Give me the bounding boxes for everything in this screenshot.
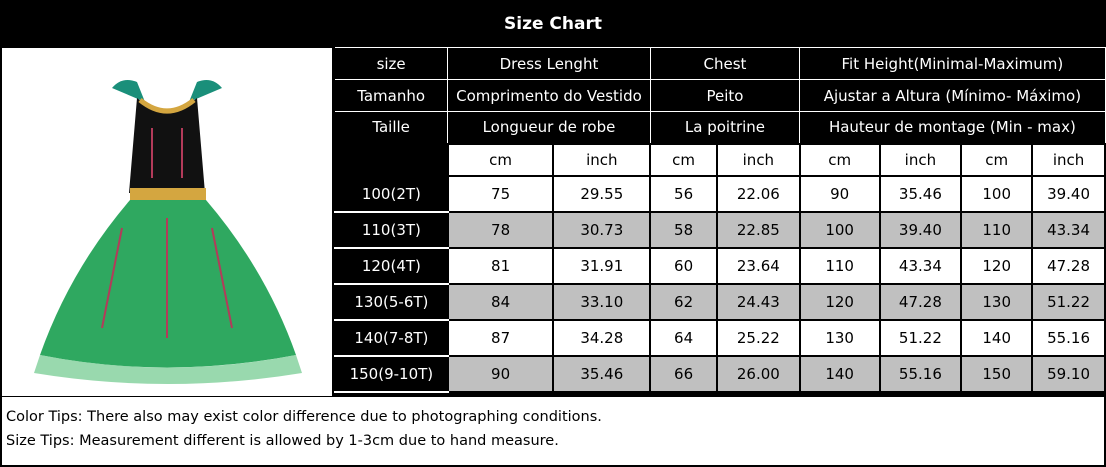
value-cell: 26.00 <box>715 354 801 393</box>
table-row: 110(3T) 78 30.73 58 22.85 100 39.40 110 43.34 <box>334 210 1106 249</box>
table-row: 140(7-8T) 87 34.28 64 25.22 130 51.22 140 55.16 <box>334 318 1106 357</box>
page-title: Size Chart <box>504 13 602 34</box>
value-cell: 62 <box>649 282 718 321</box>
units-blank <box>334 142 449 177</box>
value-cell: 29.55 <box>552 174 652 213</box>
header-row-en: size Dress Lenght Chest Fit Height(Minim… <box>335 47 1106 80</box>
value-cell: 100 <box>960 174 1034 213</box>
value-cell: 78 <box>446 210 555 249</box>
value-cell: 81 <box>446 246 555 285</box>
value-cell: 39.40 <box>878 210 963 249</box>
header-row-pt: Tamanho Comprimento do Vestido Peito Aju… <box>335 79 1106 112</box>
value-cell: 23.64 <box>715 246 801 285</box>
value-cell: 35.46 <box>552 354 652 393</box>
value-cell: 35.46 <box>878 174 963 213</box>
value-cell: 84 <box>446 282 555 321</box>
value-cell: 100 <box>798 210 881 249</box>
size-header: Taille <box>335 111 449 144</box>
table-row: 150(9-10T) 90 35.46 66 26.00 140 55.16 150 59.10 <box>334 354 1106 393</box>
header-row-fr: Taille Longueur de robe La poitrine Haut… <box>335 111 1106 144</box>
table-row: 100(2T) 75 29.55 56 22.06 90 35.46 100 39.40 <box>334 174 1106 213</box>
value-cell: 47.28 <box>1031 246 1106 285</box>
value-cell: 75 <box>446 174 555 213</box>
value-cell: 130 <box>798 318 881 357</box>
value-cell: 55.16 <box>878 354 963 393</box>
value-cell: 24.43 <box>715 282 801 321</box>
value-cell: 31.91 <box>552 246 652 285</box>
size-cell: 140(7-8T) <box>334 318 449 357</box>
size-cell: 120(4T) <box>334 246 449 285</box>
value-cell: 30.73 <box>552 210 652 249</box>
fit-height-header: Hauteur de montage (Min - max) <box>799 111 1106 144</box>
unit-cell: inch <box>878 142 963 177</box>
value-cell: 90 <box>798 174 881 213</box>
value-cell: 60 <box>649 246 718 285</box>
unit-cell: cm <box>798 142 881 177</box>
unit-cell: cm <box>960 142 1034 177</box>
value-cell: 64 <box>649 318 718 357</box>
size-header: size <box>335 47 449 80</box>
table-row: 120(4T) 81 31.91 60 23.64 110 43.34 120 47.28 <box>334 246 1106 285</box>
value-cell: 150 <box>960 354 1034 393</box>
value-cell: 140 <box>798 354 881 393</box>
unit-cell: inch <box>715 142 801 177</box>
size-cell: 150(9-10T) <box>334 354 449 393</box>
value-cell: 87 <box>446 318 555 357</box>
units-row: cm inch cm inch cm inch cm inch <box>334 142 1106 177</box>
value-cell: 22.06 <box>715 174 801 213</box>
value-cell: 58 <box>649 210 718 249</box>
dress-length-header: Comprimento do Vestido <box>447 79 651 112</box>
value-cell: 55.16 <box>1031 318 1106 357</box>
value-cell: 110 <box>960 210 1034 249</box>
value-cell: 47.28 <box>878 282 963 321</box>
size-cell: 110(3T) <box>334 210 449 249</box>
value-cell: 66 <box>649 354 718 393</box>
value-cell: 120 <box>798 282 881 321</box>
value-cell: 25.22 <box>715 318 801 357</box>
dress-length-header: Dress Lenght <box>447 47 651 80</box>
dress-image <box>2 48 332 396</box>
value-cell: 33.10 <box>552 282 652 321</box>
value-cell: 120 <box>960 246 1034 285</box>
table-row: 130(5-6T) 84 33.10 62 24.43 120 47.28 130 51.22 <box>334 282 1106 321</box>
value-cell: 51.22 <box>878 318 963 357</box>
size-tip: Size Tips: Measurement different is allo… <box>6 433 559 449</box>
fit-height-header: Ajustar a Altura (Mínimo- Máximo) <box>799 79 1106 112</box>
value-cell: 59.10 <box>1031 354 1106 393</box>
fit-height-header: Fit Height(Minimal-Maximum) <box>799 47 1106 80</box>
value-cell: 110 <box>798 246 881 285</box>
value-cell: 90 <box>446 354 555 393</box>
unit-cell: inch <box>552 142 652 177</box>
chest-header: Chest <box>649 47 801 80</box>
size-table: size Dress Lenght Chest Fit Height(Minim… <box>334 47 1106 393</box>
value-cell: 43.34 <box>878 246 963 285</box>
color-tip: Color Tips: There also may exist color d… <box>6 409 602 425</box>
size-cell: 100(2T) <box>334 174 449 213</box>
value-cell: 130 <box>960 282 1034 321</box>
unit-cell: cm <box>649 142 718 177</box>
unit-cell: cm <box>446 142 555 177</box>
value-cell: 43.34 <box>1031 210 1106 249</box>
value-cell: 140 <box>960 318 1034 357</box>
value-cell: 39.40 <box>1031 174 1106 213</box>
value-cell: 22.85 <box>715 210 801 249</box>
chest-header: Peito <box>649 79 801 112</box>
size-header: Tamanho <box>335 79 449 112</box>
chest-header: La poitrine <box>649 111 801 144</box>
size-cell: 130(5-6T) <box>334 282 449 321</box>
tips: Color Tips: There also may exist color d… <box>2 397 1104 465</box>
value-cell: 34.28 <box>552 318 652 357</box>
value-cell: 56 <box>649 174 718 213</box>
value-cell: 51.22 <box>1031 282 1106 321</box>
unit-cell: inch <box>1031 142 1106 177</box>
dress-length-header: Longueur de robe <box>447 111 651 144</box>
